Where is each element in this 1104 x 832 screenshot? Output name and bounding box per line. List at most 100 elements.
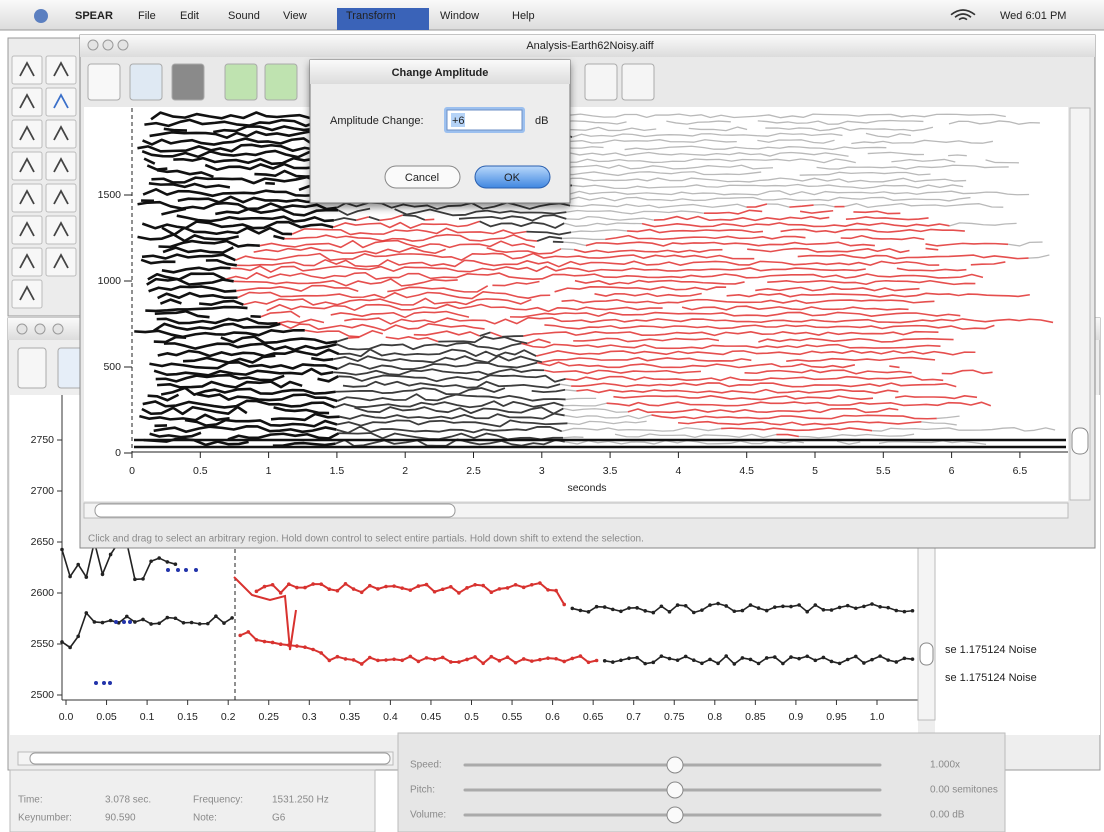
tool-button[interactable]: [12, 152, 42, 180]
toolbar-icon[interactable]: [88, 64, 120, 100]
x-tick-label: 0.25: [259, 711, 280, 723]
slider-thumb[interactable]: [667, 782, 683, 798]
partial-point: [595, 659, 599, 663]
partial-point: [271, 641, 275, 645]
tool-button[interactable]: [12, 280, 42, 308]
partial-point: [571, 607, 575, 611]
toolbar-icon[interactable]: [130, 64, 162, 100]
y-tick-label: 2600: [31, 587, 55, 599]
window-button[interactable]: [53, 324, 63, 334]
partial-point: [724, 604, 728, 608]
partial-point: [311, 582, 315, 586]
x-tick-label: 0.7: [626, 711, 641, 723]
scroll-thumb[interactable]: [920, 643, 933, 665]
menu-item[interactable]: View: [283, 10, 307, 22]
menu-item[interactable]: Sound: [228, 10, 260, 22]
partial-point: [109, 553, 113, 557]
window-button[interactable]: [118, 40, 128, 50]
menu-item[interactable]: Window: [440, 10, 479, 22]
tool-button[interactable]: [46, 184, 76, 212]
partial-point: [514, 661, 518, 665]
slider-thumb[interactable]: [667, 757, 683, 773]
window-button[interactable]: [88, 40, 98, 50]
window-button[interactable]: [103, 40, 113, 50]
y-tick-label: 2550: [31, 638, 55, 650]
partial-point: [425, 656, 429, 660]
status-bar: Click and drag to select an arbitrary re…: [88, 534, 644, 545]
tool-button[interactable]: [46, 88, 76, 116]
partial-point: [465, 658, 469, 662]
scroll-thumb[interactable]: [95, 504, 455, 517]
tool-button[interactable]: [12, 88, 42, 116]
partial-point: [546, 588, 550, 592]
partial-point: [157, 556, 161, 560]
y-tick-label: 1500: [98, 189, 122, 201]
partial-point: [433, 658, 437, 662]
partial-point: [611, 660, 615, 664]
tool-button[interactable]: [12, 248, 42, 276]
toolbar-icon[interactable]: [225, 64, 257, 100]
slider-thumb[interactable]: [667, 807, 683, 823]
menu-item[interactable]: Help: [512, 10, 535, 22]
y-tick-label: 1000: [98, 275, 122, 287]
partial-point: [255, 590, 259, 594]
info-text: Time:: [18, 795, 43, 806]
app-menu[interactable]: SPEAR: [75, 10, 113, 22]
tool-button[interactable]: [12, 120, 42, 148]
partial-point: [166, 568, 170, 572]
partial-point: [668, 610, 672, 614]
menu-item[interactable]: File: [138, 10, 156, 22]
tool-button[interactable]: [12, 56, 42, 84]
partial-point: [895, 609, 899, 613]
clock[interactable]: Wed 6:01 PM: [1000, 10, 1066, 22]
info-text: 90.590: [105, 813, 136, 824]
toolbar-icon[interactable]: [18, 348, 46, 388]
partial-point: [789, 655, 793, 659]
toolbar-icon[interactable]: [622, 64, 654, 100]
x-tick-label: 4.5: [739, 465, 754, 477]
scroll-thumb[interactable]: [1072, 428, 1088, 454]
tool-button[interactable]: [46, 120, 76, 148]
tool-button[interactable]: [46, 248, 76, 276]
partial-point: [895, 660, 899, 664]
tool-button[interactable]: [46, 56, 76, 84]
tool-button[interactable]: [46, 216, 76, 244]
window-button[interactable]: [17, 324, 27, 334]
scroll-thumb[interactable]: [30, 753, 390, 764]
partial-point: [93, 620, 97, 624]
tool-button[interactable]: [12, 184, 42, 212]
partial-point: [627, 657, 631, 661]
partial-point: [554, 589, 558, 593]
x-tick-label: 0.5: [193, 465, 208, 477]
partial-point: [854, 606, 858, 610]
tool-button[interactable]: [12, 216, 42, 244]
slider-value: 0.00 dB: [930, 810, 965, 821]
menu-item[interactable]: Edit: [180, 10, 199, 22]
toolbar-icon[interactable]: [585, 64, 617, 100]
toolbar-icon[interactable]: [172, 64, 204, 100]
partial-point: [822, 656, 826, 660]
partial-point: [481, 584, 485, 588]
partial-point: [498, 659, 502, 663]
page: {"menu_bar":{"app":"SPEAR","items":["Fil…: [0, 0, 1104, 832]
partial-point: [797, 603, 801, 607]
partial: [561, 249, 574, 250]
partial-point: [328, 659, 332, 663]
partial-point: [652, 611, 656, 615]
partial-point: [417, 584, 421, 588]
window-button[interactable]: [35, 324, 45, 334]
tool-button[interactable]: [46, 152, 76, 180]
partial-point: [546, 656, 550, 660]
x-tick-label: 3: [539, 465, 545, 477]
x-tick-label: 0.9: [789, 711, 804, 723]
partial-point: [101, 572, 105, 576]
partial-point: [392, 657, 396, 661]
partial-point: [700, 608, 704, 612]
x-tick-label: 1: [266, 465, 272, 477]
toolbar-icon[interactable]: [265, 64, 297, 100]
partial-point: [184, 568, 188, 572]
apple-menu[interactable]: [34, 9, 48, 23]
menu-item[interactable]: Transform: [346, 10, 396, 22]
partial-point: [587, 661, 591, 665]
y-tick-label: 2500: [31, 689, 55, 701]
